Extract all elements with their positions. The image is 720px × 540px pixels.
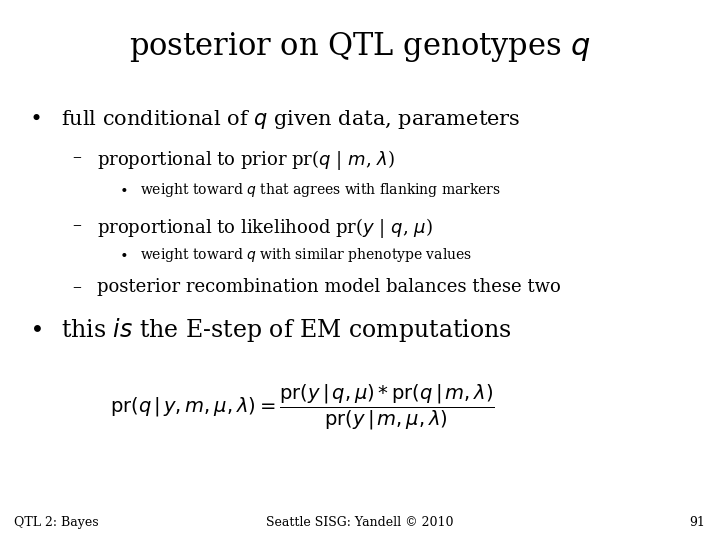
Text: full conditional of $q$ given data, parameters: full conditional of $q$ given data, para…: [61, 108, 521, 131]
Text: Seattle SISG: Yandell © 2010: Seattle SISG: Yandell © 2010: [266, 516, 454, 529]
Text: $\bullet$: $\bullet$: [29, 316, 42, 339]
Text: –: –: [72, 216, 81, 234]
Text: posterior recombination model balances these two: posterior recombination model balances t…: [97, 278, 561, 296]
Text: $\bullet$: $\bullet$: [119, 181, 127, 195]
Text: 91: 91: [690, 516, 706, 529]
Text: weight toward $q$ that agrees with flanking markers: weight toward $q$ that agrees with flank…: [140, 181, 501, 199]
Text: $\bullet$: $\bullet$: [119, 246, 127, 260]
Text: proportional to likelihood pr($y$ | $q$, $\mu$): proportional to likelihood pr($y$ | $q$,…: [97, 216, 433, 240]
Text: $\bullet$: $\bullet$: [29, 108, 40, 127]
Text: QTL 2: Bayes: QTL 2: Bayes: [14, 516, 99, 529]
Text: this $\mathit{is}$ the E-step of EM computations: this $\mathit{is}$ the E-step of EM comp…: [61, 316, 512, 344]
Text: proportional to prior pr($q$ | $m$, $\lambda$): proportional to prior pr($q$ | $m$, $\la…: [97, 148, 395, 172]
Text: posterior on QTL genotypes $q$: posterior on QTL genotypes $q$: [129, 30, 591, 64]
Text: –: –: [72, 278, 81, 296]
Text: $\mathrm{pr}(q\,|\,y,m,\mu,\lambda) = \dfrac{\mathrm{pr}(y\,|\,q,\mu)*\mathrm{pr: $\mathrm{pr}(q\,|\,y,m,\mu,\lambda) = \d…: [110, 383, 495, 432]
Text: –: –: [72, 148, 81, 166]
Text: weight toward $q$ with similar phenotype values: weight toward $q$ with similar phenotype…: [140, 246, 472, 264]
